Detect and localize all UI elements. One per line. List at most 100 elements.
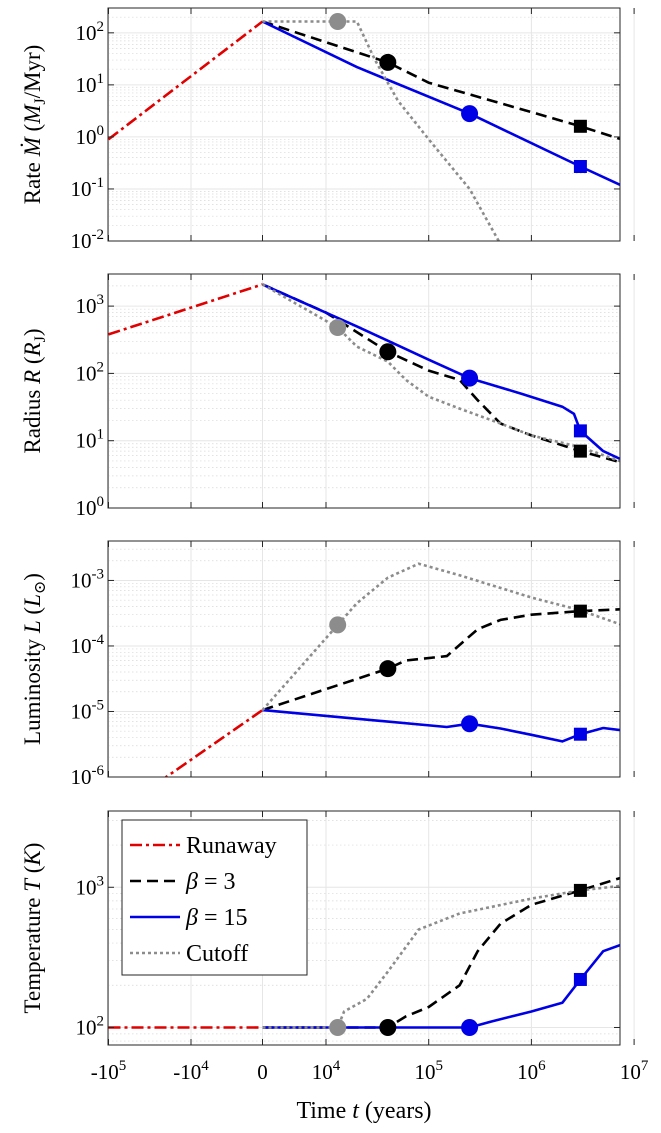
marker-square-beta15 [573, 424, 587, 438]
y-tick-exponent: 2 [97, 1013, 105, 1029]
x-tick-exponent: 6 [538, 1058, 546, 1074]
y-tick-label: 100 [76, 494, 105, 520]
series-line-beta3 [261, 283, 620, 464]
y-tick-label: 102 [76, 1013, 105, 1039]
marker-square-beta3 [573, 444, 587, 458]
x-label-symbol: t [352, 1098, 360, 1124]
y-label-paren: ( [20, 607, 45, 620]
series-line-cutoff [262, 20, 500, 241]
y-axis-label: Radius R (RJ) [20, 328, 49, 453]
y-tick-exponent: -4 [92, 632, 105, 648]
x-tick-label: 105 [414, 1058, 443, 1084]
y-label-word: Temperature [20, 892, 45, 1014]
axes-box [107, 7, 621, 242]
y-tick-exponent: -5 [92, 697, 105, 713]
y-axis-label: Temperature T (K) [20, 843, 45, 1014]
x-tick-exponent: 4 [201, 1058, 209, 1074]
marker-circle-cutoff [329, 319, 347, 337]
y-tick-exponent: 0 [97, 123, 105, 139]
x-tick-exponent: 4 [333, 1058, 341, 1074]
y-tick-exponent: 0 [97, 494, 105, 510]
y-tick-exponent: -3 [92, 566, 105, 582]
axes-box [107, 540, 621, 778]
y-label-word: Luminosity [20, 633, 45, 745]
y-label-symbol: Ṁ [20, 135, 45, 157]
marker-circle-beta15 [461, 369, 479, 387]
y-tick-label: 100 [76, 123, 105, 149]
y-label-paren: ( [20, 124, 45, 137]
legend-label-cutoff: Cutoff [186, 941, 248, 967]
y-tick-label: 10-3 [71, 566, 105, 592]
y-tick-label: 102 [76, 359, 105, 385]
series-line-beta3 [262, 876, 620, 1029]
marker-square-beta15 [573, 972, 587, 986]
y-tick-exponent: -1 [92, 175, 105, 191]
marker-circle-cutoff [329, 13, 347, 31]
y-tick-label: 102 [76, 19, 105, 45]
axes-box [107, 810, 621, 1046]
y-tick-label: 103 [76, 873, 105, 899]
x-tick-label: 0 [257, 1060, 268, 1084]
marker-circle-beta3 [379, 343, 397, 361]
y-tick-exponent: 1 [97, 71, 105, 87]
y-label-unit-tail: /Myr) [20, 45, 45, 99]
marker-circle-beta15 [461, 105, 479, 123]
legend-box [121, 819, 308, 976]
y-label-subscript: J [32, 336, 49, 342]
y-label-symbol: L [20, 620, 45, 634]
x-label-word: Time [296, 1098, 352, 1124]
y-label-unit: M [20, 103, 45, 125]
y-label-unit-tail: ) [20, 843, 45, 851]
y-label-unit-tail: ) [20, 573, 45, 581]
x-label-unit: (years) [359, 1098, 432, 1124]
y-label-unit: R [20, 342, 45, 357]
x-tick-exponent: 5 [435, 1058, 443, 1074]
y-label-subscript: J [32, 98, 49, 104]
marker-square-beta3 [573, 883, 587, 897]
y-axis-label: Rate Ṁ (MJ/Myr) [20, 45, 49, 205]
marker-circle-beta15 [461, 715, 479, 733]
marker-circle-cutoff [329, 1018, 347, 1036]
y-tick-exponent: -6 [92, 763, 105, 779]
legend-value: = 3 [198, 869, 236, 895]
panel-4: 103 102 Temperature T (K) [20, 810, 635, 1046]
marker-square-beta3 [573, 604, 587, 618]
series-line-beta15 [262, 708, 620, 743]
legend-label-beta15: β = 15 [185, 905, 248, 931]
legend-label-runaway: Runaway [186, 833, 277, 859]
marker-square-beta15 [573, 727, 587, 741]
y-tick-label: 10-6 [71, 763, 105, 789]
y-label-unit-tail: ) [20, 328, 45, 336]
y-tick-label: 103 [76, 292, 105, 318]
series-line-cutoff [261, 283, 620, 463]
axes-box [107, 273, 621, 509]
x-tick-exponent: 7 [641, 1058, 649, 1074]
series-line-runaway [108, 283, 263, 336]
series-group [108, 283, 620, 464]
y-label-paren: ( [20, 866, 45, 879]
marker-square-beta15 [573, 160, 587, 174]
x-tick-label: 104 [312, 1058, 341, 1084]
x-tick-label: 106 [517, 1058, 546, 1084]
y-label-word: Rate [20, 156, 45, 204]
y-label-unit: L [20, 594, 45, 608]
series-line-beta15 [261, 283, 620, 461]
legend-value: = 15 [198, 905, 248, 931]
y-tick-exponent: -2 [92, 227, 105, 243]
x-tick-label: 107 [620, 1058, 649, 1084]
y-tick-exponent: 2 [97, 19, 105, 35]
y-label-symbol: T [20, 877, 45, 892]
series-line-beta3 [262, 608, 620, 712]
legend-label-beta3: β = 3 [185, 869, 236, 895]
y-tick-label: 10-2 [71, 227, 105, 253]
y-tick-exponent: 1 [97, 427, 105, 443]
x-tick-label: -105 [91, 1058, 127, 1084]
y-label-word: Radius [20, 384, 45, 454]
series-line-beta3 [262, 20, 620, 141]
marker-circle-beta3 [379, 1018, 397, 1036]
legend-symbol: β [185, 869, 198, 895]
series-line-cutoff [262, 884, 620, 1029]
y-tick-label: 10-4 [71, 632, 105, 658]
